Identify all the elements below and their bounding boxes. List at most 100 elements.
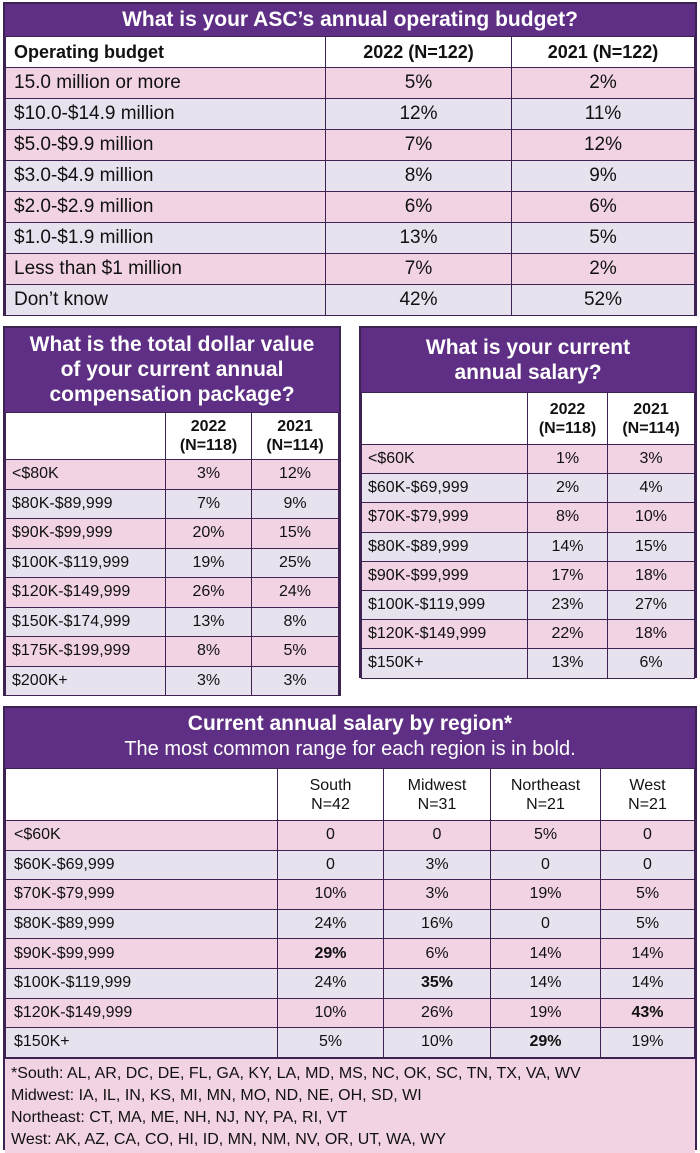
cell-value: 16% [383, 908, 491, 940]
row-label: <$60K [361, 443, 528, 475]
table-row: $70K-$79,999 8% 10% [361, 502, 695, 533]
cell-value: 5% [251, 636, 339, 667]
title-line: annual salary? [454, 361, 602, 384]
cell-value: 8% [325, 160, 512, 192]
cell-value: 4% [607, 473, 695, 504]
footnote: Midwest: IA, IL, IN, KS, MI, MN, MO, ND,… [11, 1086, 422, 1104]
cell-value: 3% [165, 459, 252, 490]
cell-value: 13% [325, 222, 512, 254]
row-label: $2.0-$2.9 million [5, 191, 326, 223]
cell-value: 35% [383, 967, 491, 999]
header-n: N=31 [417, 795, 457, 813]
row-label: $100K-$119,999 [5, 547, 166, 578]
table-row: $175K-$199,999 8% 5% [5, 636, 339, 667]
cell-value: 23% [527, 589, 608, 621]
bold-value: 43% [631, 1003, 664, 1021]
table-row: $90K-$99,999 29% 6% 14% 14% [5, 938, 695, 969]
cell-value: 6% [607, 648, 695, 679]
cell-value: 6% [383, 938, 491, 969]
cell-value: 7% [165, 488, 252, 519]
column-header [5, 412, 166, 460]
header-region: Midwest [407, 776, 467, 794]
table-header-row: 2022 (N=118) 2021 (N=114) [361, 392, 695, 445]
bold-value: 35% [420, 974, 454, 992]
table-row: <$60K 1% 3% [361, 443, 695, 475]
column-header [5, 768, 278, 821]
table-row: $10.0-$14.9 million 12% 11% [5, 98, 695, 130]
cell-value: 20% [165, 518, 252, 549]
table-row: $100K-$119,999 24% 35% 14% 14% [5, 967, 695, 999]
table-header-row: Operating budget 2022 (N=122) 2021 (N=12… [5, 36, 695, 68]
cell-value: 29% [277, 938, 384, 969]
table-header-row: 2022 (N=118) 2021 (N=114) [5, 412, 339, 460]
column-header: Midwest N=31 [383, 768, 491, 821]
cell-value: 24% [277, 908, 384, 940]
title-line: What is your current [425, 336, 631, 359]
title-line: What is the total dollar value [29, 333, 315, 356]
header-n: (N=114) [266, 437, 324, 454]
table-row: <$60K 0 0 5% 0 [5, 820, 695, 851]
cell-value: 7% [325, 253, 512, 285]
table-row: $150K+ 5% 10% 29% 19% [5, 1027, 695, 1058]
row-label: $150K-$174,999 [5, 606, 166, 637]
row-label: $80K-$89,999 [5, 488, 166, 519]
cell-value: 5% [600, 908, 695, 940]
table-row: $2.0-$2.9 million 6% 6% [5, 191, 695, 223]
cell-value: 0 [277, 849, 384, 881]
operating-budget-table: What is your ASC’s annual operating budg… [3, 2, 697, 316]
column-header [361, 392, 528, 445]
cell-value: 8% [527, 502, 608, 533]
table-row: $80K-$89,999 7% 9% [5, 488, 339, 519]
row-label: $3.0-$4.9 million [5, 160, 326, 192]
cell-value: 0 [277, 820, 384, 851]
row-label: $120K-$149,999 [5, 997, 278, 1029]
row-label: $90K-$99,999 [5, 518, 166, 549]
row-label: $175K-$199,999 [5, 636, 166, 667]
cell-value: 17% [527, 560, 608, 591]
column-header: Northeast N=21 [490, 768, 601, 821]
operating-budget-title: What is your ASC’s annual operating budg… [5, 4, 695, 36]
row-label: Don’t know [5, 284, 326, 316]
cell-value: 29% [490, 1027, 601, 1058]
header-year: 2022 [549, 400, 586, 418]
cell-value: 0 [490, 849, 601, 881]
salary-table: What is your current annual salary? 2022… [359, 326, 697, 679]
cell-value: 3% [383, 879, 491, 910]
table-row: Less than $1 million 7% 2% [5, 253, 695, 285]
row-label: $70K-$79,999 [361, 502, 528, 533]
region-footnotes: *South: AL, AR, DC, DE, FL, GA, KY, LA, … [5, 1057, 695, 1153]
cell-value: 3% [383, 849, 491, 881]
table-row: $120K-$149,999 22% 18% [361, 619, 695, 650]
cell-value: 6% [325, 191, 512, 223]
header-region: West [629, 776, 666, 794]
cell-value: 15% [251, 518, 339, 549]
bold-value: 29% [314, 944, 347, 962]
cell-value: 26% [383, 997, 491, 1029]
cell-value: 18% [607, 619, 695, 650]
table-row: $3.0-$4.9 million 8% 9% [5, 160, 695, 192]
cell-value: 52% [511, 284, 695, 316]
cell-value: 25% [251, 547, 339, 578]
column-header: 2022 (N=118) [527, 392, 608, 445]
column-header: 2021 (N=114) [251, 412, 339, 460]
row-label: $10.0-$14.9 million [5, 98, 326, 130]
row-label: $80K-$89,999 [5, 908, 278, 940]
row-label: $60K-$69,999 [5, 849, 278, 881]
row-label: $120K-$149,999 [5, 577, 166, 608]
row-label: $70K-$79,999 [5, 879, 278, 910]
cell-value: 9% [251, 488, 339, 519]
row-label: $100K-$119,999 [361, 589, 528, 621]
header-year: 2021 [633, 400, 669, 418]
footnote: West: AK, AZ, CA, CO, HI, ID, MN, NM, NV… [11, 1130, 447, 1148]
table-row: $1.0-$1.9 million 13% 5% [5, 222, 695, 254]
header-n: (N=118) [538, 419, 597, 437]
region-grid: South N=42 Midwest N=31 Northeast N=21 West… [5, 768, 695, 1058]
table-row: $150K-$174,999 13% 8% [5, 606, 339, 637]
cell-value: 22% [527, 619, 608, 650]
table-header-row: South N=42 Midwest N=31 Northeast N=21 West… [5, 768, 695, 821]
cell-value: 14% [490, 938, 601, 969]
cell-value: 10% [383, 1027, 491, 1058]
cell-value: 24% [277, 967, 384, 999]
table-row: $60K-$69,999 0 3% 0 0 [5, 849, 695, 881]
compensation-title: What is the total dollar value of your c… [5, 328, 339, 412]
